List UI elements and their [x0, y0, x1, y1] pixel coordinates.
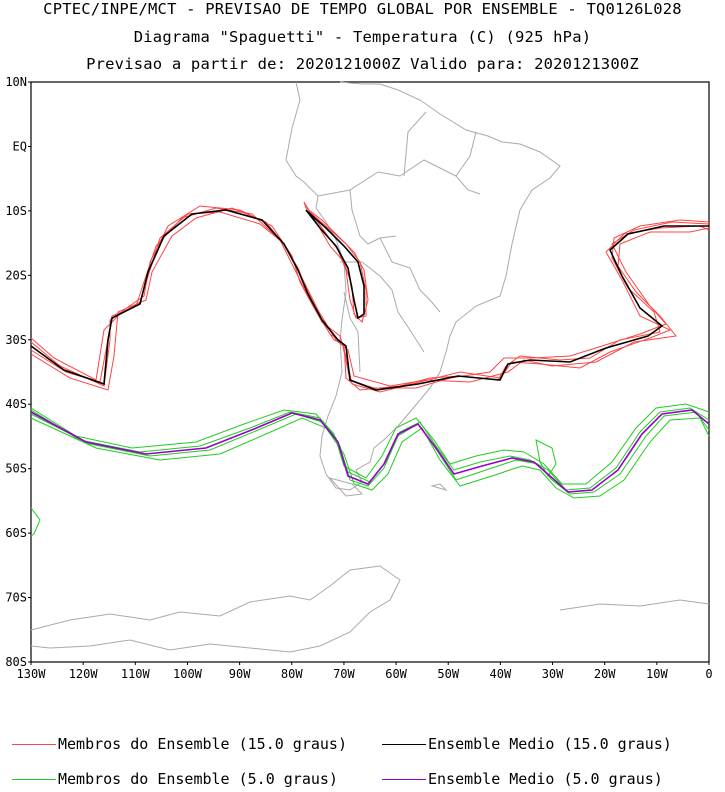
mean-5-line	[30, 409, 710, 493]
legend-label: Ensemble Medio (15.0 graus)	[428, 735, 672, 753]
legend-members-5: Membros do Ensemble (5.0 graus)	[12, 770, 338, 788]
legend-members-15: Membros do Ensemble (15.0 graus)	[12, 735, 347, 753]
lon-tick-label: 120W	[69, 667, 99, 681]
legend-label: Membros do Ensemble (5.0 graus)	[58, 770, 338, 788]
lon-tick-label: 80W	[281, 667, 303, 681]
title-line-3: Previsao a partir de: 2020121000Z Valido…	[86, 55, 639, 73]
member-15-line	[303, 201, 369, 323]
lat-tick-label: 10N	[5, 75, 27, 89]
lat-tick-label: 20S	[5, 268, 27, 282]
lon-tick-label: 10W	[646, 667, 668, 681]
member-5-line	[30, 507, 41, 537]
lat-tick-label: 30S	[5, 333, 27, 347]
lon-tick-label: 70W	[333, 667, 355, 681]
lon-tick-label: 0	[705, 667, 712, 681]
title-line-1: CPTEC/INPE/MCT - PREVISAO DE TEMPO GLOBA…	[43, 0, 682, 18]
country-borders	[317, 111, 481, 373]
map-frame	[30, 81, 710, 663]
lon-tick-label: 90W	[229, 667, 251, 681]
lon-tick-label: 30W	[542, 667, 564, 681]
antarctica-east	[559, 599, 710, 611]
lon-tick-label: 50W	[437, 667, 459, 681]
member-5-line	[30, 417, 710, 499]
tierra-del-fuego	[328, 477, 364, 497]
legend-swatch-black	[382, 744, 426, 745]
lon-tick-label: 100W	[173, 667, 203, 681]
member-5-line	[30, 407, 710, 491]
antarctica-coast	[30, 565, 401, 653]
member-5-line	[30, 403, 710, 485]
lat-tick-label: 70S	[5, 591, 27, 605]
legend-swatch-purple	[382, 779, 426, 780]
lon-tick-label: 40W	[490, 667, 512, 681]
mean-15-line	[30, 209, 709, 391]
south-georgia	[430, 483, 448, 492]
legend-swatch-green	[12, 779, 56, 780]
legend-mean-5: Ensemble Medio (5.0 graus)	[382, 770, 663, 788]
title-line-2: Diagrama "Spaguetti" - Temperatura (C) (…	[133, 28, 592, 46]
lat-tick-label: 80S	[5, 655, 27, 669]
legend-label: Ensemble Medio (5.0 graus)	[428, 770, 663, 788]
lat-tick-label: 10S	[5, 204, 27, 218]
lon-tick-label: 20W	[594, 667, 616, 681]
legend-label: Membros do Ensemble (15.0 graus)	[58, 735, 347, 753]
member-15-line	[30, 207, 710, 391]
lon-tick-label: 130W	[17, 667, 47, 681]
lat-tick-label: EQ	[13, 139, 27, 153]
member-5-line	[535, 439, 557, 477]
lon-tick-label: 110W	[121, 667, 151, 681]
lat-tick-label: 40S	[5, 397, 27, 411]
legend-swatch-red	[12, 744, 56, 745]
lon-tick-label: 60W	[385, 667, 407, 681]
mean-15-andes	[305, 209, 365, 320]
lat-tick-label: 50S	[5, 462, 27, 476]
legend-mean-15: Ensemble Medio (15.0 graus)	[382, 735, 672, 753]
member-15-line	[30, 207, 710, 393]
lat-tick-label: 60S	[5, 526, 27, 540]
